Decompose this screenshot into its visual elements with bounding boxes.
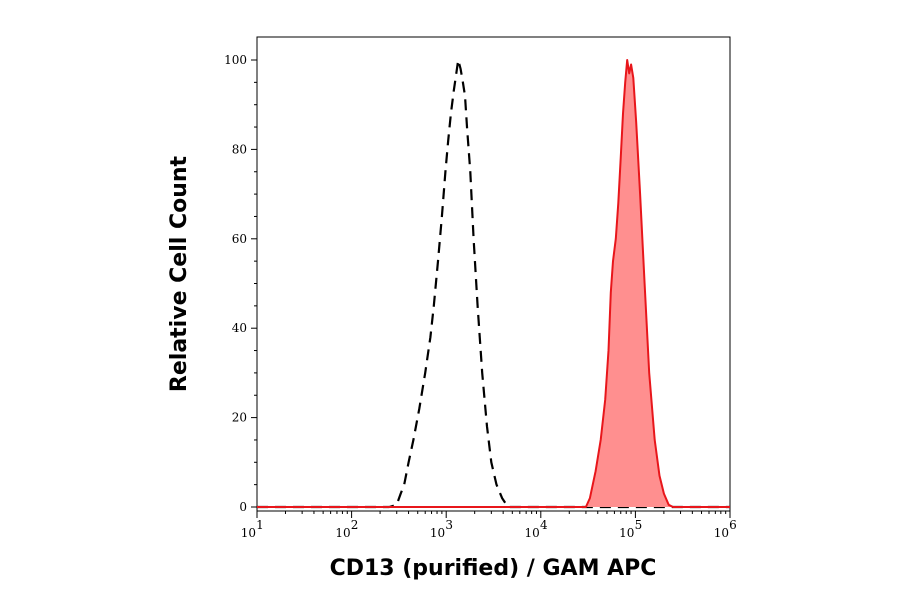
- x-tick-exponent: 3: [445, 518, 453, 532]
- y-tick-label: 40: [232, 321, 247, 335]
- series-1-line: [257, 59, 730, 508]
- y-tick-label: 0: [239, 500, 247, 514]
- x-tick-exponent: 1: [256, 518, 264, 532]
- x-tick-exponent: 5: [635, 518, 643, 532]
- plot-frame: [256, 36, 731, 512]
- y-tick-label: 20: [232, 411, 247, 425]
- x-tick-label: 10: [430, 526, 445, 540]
- x-tick-label: 10: [241, 526, 256, 540]
- y-axis: 0 20 40 60 80 100: [224, 53, 257, 514]
- series-1-fill: [257, 60, 730, 507]
- series-0-line: [257, 58, 730, 509]
- x-axis-title: CD13 (purified) / GAM APC: [330, 556, 657, 581]
- y-tick-label: 60: [232, 232, 247, 246]
- y-tick-label: 80: [232, 142, 247, 156]
- x-tick-exponent: 2: [351, 518, 359, 532]
- y-tick-label: 100: [224, 53, 247, 67]
- x-tick-label: 10: [335, 526, 350, 540]
- y-axis-title: Relative Cell Count: [167, 155, 192, 392]
- x-tick-exponent: 4: [540, 518, 548, 532]
- x-tick-label: 10: [619, 526, 634, 540]
- x-tick-label: 10: [714, 526, 729, 540]
- x-tick-exponent: 6: [729, 518, 737, 532]
- series-layer: [257, 58, 730, 509]
- x-tick-label: 10: [525, 526, 540, 540]
